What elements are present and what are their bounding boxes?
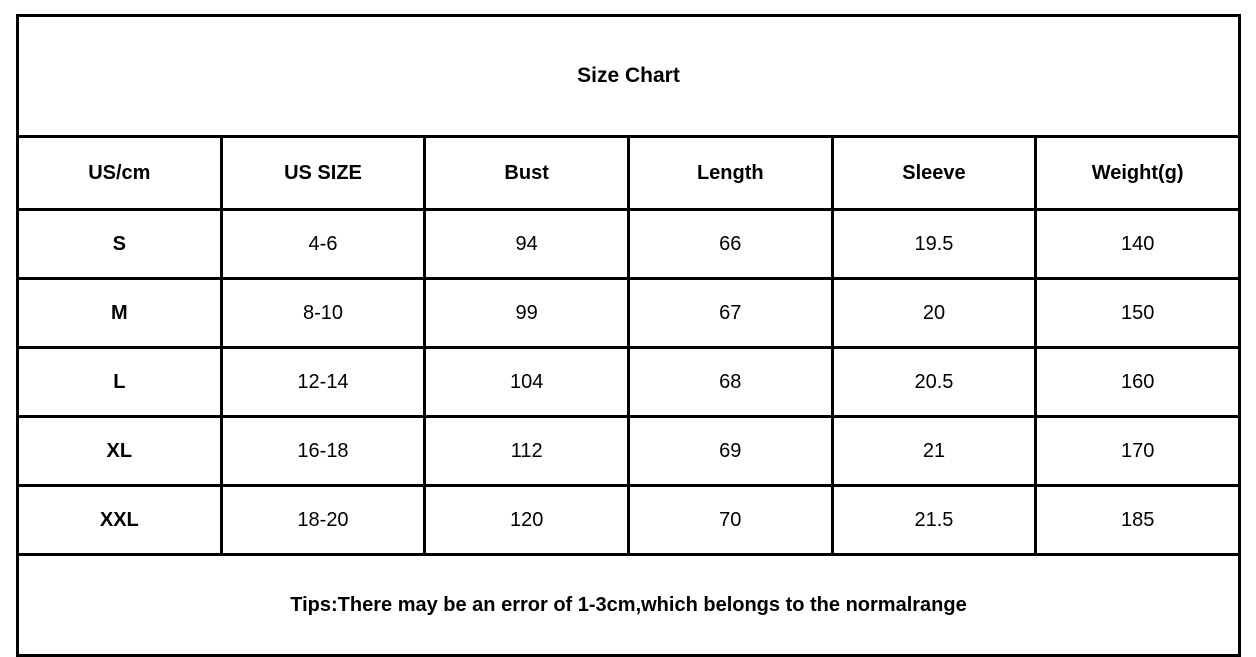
cell-weight: 160 (1034, 346, 1241, 418)
cell-bust: 120 (423, 484, 630, 556)
cell-sleeve: 20.5 (830, 346, 1038, 418)
cell-size: M (16, 277, 223, 349)
cell-size: XL (16, 415, 223, 487)
cell-size: S (16, 208, 223, 280)
cell-bust: 112 (423, 415, 630, 487)
cell-length: 68 (626, 346, 834, 418)
col-header-bust: Bust (423, 135, 630, 211)
table-row-m: M 8-10 99 67 20 150 (16, 277, 1241, 349)
chart-title: Size Chart (16, 14, 1241, 138)
cell-weight: 140 (1034, 208, 1241, 280)
cell-size: XXL (16, 484, 223, 556)
table-row-xl: XL 16-18 112 69 21 170 (16, 415, 1241, 487)
cell-length: 66 (626, 208, 834, 280)
header-row: US/cm US SIZE Bust Length Sleeve Weight(… (16, 135, 1241, 211)
cell-us-size: 4-6 (219, 208, 427, 280)
cell-length: 67 (626, 277, 834, 349)
col-header-length: Length (626, 135, 834, 211)
col-header-weight: Weight(g) (1034, 135, 1241, 211)
cell-us-size: 18-20 (219, 484, 427, 556)
cell-us-size: 8-10 (219, 277, 427, 349)
cell-length: 69 (626, 415, 834, 487)
size-chart-table: Size Chart US/cm US SIZE Bust Length Sle… (16, 14, 1241, 657)
cell-bust: 104 (423, 346, 630, 418)
cell-sleeve: 19.5 (830, 208, 1038, 280)
cell-weight: 185 (1034, 484, 1241, 556)
cell-weight: 150 (1034, 277, 1241, 349)
table-row-l: L 12-14 104 68 20.5 160 (16, 346, 1241, 418)
title-row: Size Chart (16, 14, 1241, 138)
cell-bust: 99 (423, 277, 630, 349)
cell-us-size: 16-18 (219, 415, 427, 487)
cell-weight: 170 (1034, 415, 1241, 487)
cell-bust: 94 (423, 208, 630, 280)
cell-us-size: 12-14 (219, 346, 427, 418)
cell-sleeve: 21 (830, 415, 1038, 487)
col-header-us-cm: US/cm (16, 135, 223, 211)
table-row-xxl: XXL 18-20 120 70 21.5 185 (16, 484, 1241, 556)
col-header-sleeve: Sleeve (830, 135, 1038, 211)
cell-length: 70 (626, 484, 834, 556)
cell-sleeve: 21.5 (830, 484, 1038, 556)
cell-sleeve: 20 (830, 277, 1038, 349)
cell-size: L (16, 346, 223, 418)
tips-row: Tips:There may be an error of 1-3cm,whic… (16, 553, 1241, 657)
tips-text: Tips:There may be an error of 1-3cm,whic… (16, 553, 1241, 657)
col-header-us-size: US SIZE (219, 135, 427, 211)
table-row-s: S 4-6 94 66 19.5 140 (16, 208, 1241, 280)
